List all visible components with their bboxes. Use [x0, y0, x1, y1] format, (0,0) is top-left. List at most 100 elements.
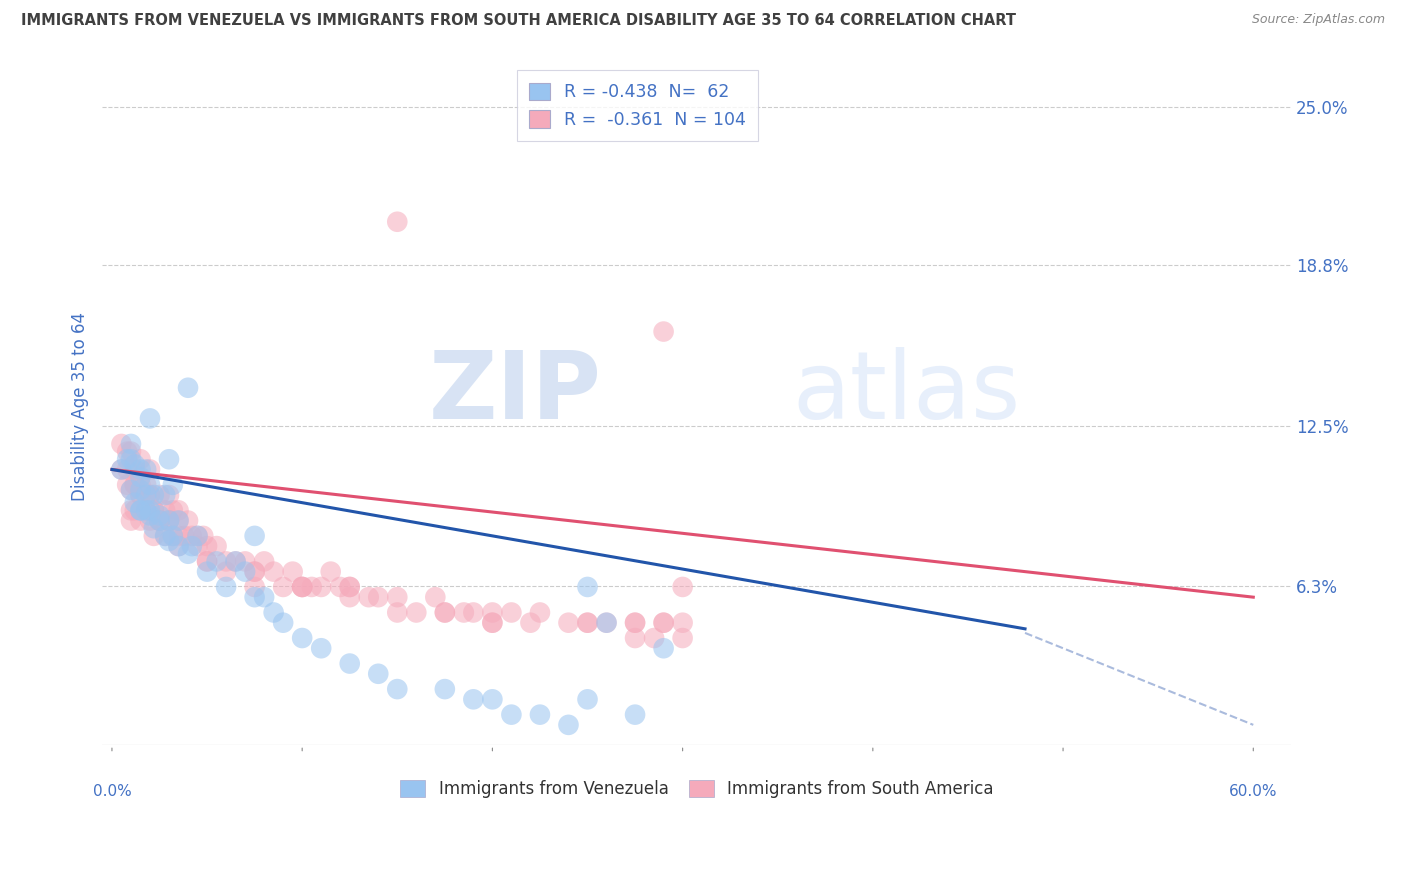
Point	[129, 452, 152, 467]
Point	[595, 615, 617, 630]
Point	[139, 411, 162, 425]
Point	[129, 462, 152, 476]
Text: ZIP: ZIP	[429, 347, 602, 440]
Point	[233, 554, 256, 568]
Point	[167, 529, 190, 543]
Point	[672, 615, 695, 630]
Point	[643, 631, 665, 645]
Point	[157, 514, 180, 528]
Point	[557, 718, 579, 732]
Point	[339, 590, 361, 604]
Point	[387, 606, 409, 620]
Point	[129, 503, 152, 517]
Point	[142, 529, 165, 543]
Point	[576, 615, 599, 630]
Point	[177, 514, 200, 528]
Point	[129, 503, 152, 517]
Point	[309, 641, 332, 656]
Point	[519, 615, 541, 630]
Point	[120, 483, 142, 497]
Point	[501, 606, 523, 620]
Point	[309, 580, 332, 594]
Point	[281, 565, 304, 579]
Point	[387, 590, 409, 604]
Point	[177, 547, 200, 561]
Point	[243, 580, 266, 594]
Point	[215, 554, 238, 568]
Point	[576, 692, 599, 706]
Point	[271, 615, 294, 630]
Point	[672, 580, 695, 594]
Point	[142, 488, 165, 502]
Point	[148, 514, 170, 528]
Point	[624, 631, 647, 645]
Point	[263, 565, 285, 579]
Point	[135, 477, 157, 491]
Point	[205, 554, 228, 568]
Point	[139, 477, 162, 491]
Text: 60.0%: 60.0%	[1229, 784, 1278, 799]
Point	[624, 707, 647, 722]
Point	[180, 529, 202, 543]
Point	[157, 514, 180, 528]
Point	[129, 514, 152, 528]
Point	[155, 503, 177, 517]
Point	[463, 692, 485, 706]
Point	[155, 529, 177, 543]
Point	[243, 529, 266, 543]
Point	[367, 666, 389, 681]
Point	[124, 462, 146, 476]
Point	[291, 580, 314, 594]
Point	[148, 514, 170, 528]
Point	[271, 580, 294, 594]
Point	[115, 444, 138, 458]
Point	[652, 615, 675, 630]
Point	[339, 580, 361, 594]
Point	[124, 503, 146, 517]
Point	[263, 606, 285, 620]
Point	[139, 462, 162, 476]
Point	[291, 631, 314, 645]
Point	[135, 503, 157, 517]
Point	[624, 615, 647, 630]
Point	[120, 437, 142, 451]
Point	[162, 477, 184, 491]
Point	[139, 508, 162, 523]
Point	[463, 606, 485, 620]
Point	[167, 503, 190, 517]
Point	[162, 529, 184, 543]
Point	[387, 682, 409, 697]
Point	[120, 483, 142, 497]
Point	[167, 539, 190, 553]
Text: Source: ZipAtlas.com: Source: ZipAtlas.com	[1251, 13, 1385, 27]
Point	[157, 533, 180, 548]
Point	[129, 470, 152, 484]
Legend: Immigrants from Venezuela, Immigrants from South America: Immigrants from Venezuela, Immigrants fr…	[394, 773, 1000, 805]
Point	[129, 483, 152, 497]
Point	[529, 606, 551, 620]
Point	[124, 458, 146, 472]
Point	[481, 615, 503, 630]
Text: atlas: atlas	[792, 347, 1021, 440]
Point	[319, 565, 342, 579]
Point	[187, 539, 209, 553]
Point	[529, 707, 551, 722]
Point	[120, 514, 142, 528]
Point	[195, 554, 218, 568]
Point	[357, 590, 380, 604]
Point	[301, 580, 323, 594]
Point	[195, 539, 218, 553]
Point	[157, 488, 180, 502]
Y-axis label: Disability Age 35 to 64: Disability Age 35 to 64	[72, 312, 89, 501]
Point	[405, 606, 427, 620]
Point	[453, 606, 475, 620]
Point	[291, 580, 314, 594]
Point	[652, 325, 675, 339]
Point	[177, 381, 200, 395]
Point	[120, 452, 142, 467]
Point	[433, 606, 456, 620]
Point	[115, 462, 138, 476]
Point	[339, 657, 361, 671]
Point	[148, 514, 170, 528]
Text: IMMIGRANTS FROM VENEZUELA VS IMMIGRANTS FROM SOUTH AMERICA DISABILITY AGE 35 TO : IMMIGRANTS FROM VENEZUELA VS IMMIGRANTS …	[21, 13, 1017, 29]
